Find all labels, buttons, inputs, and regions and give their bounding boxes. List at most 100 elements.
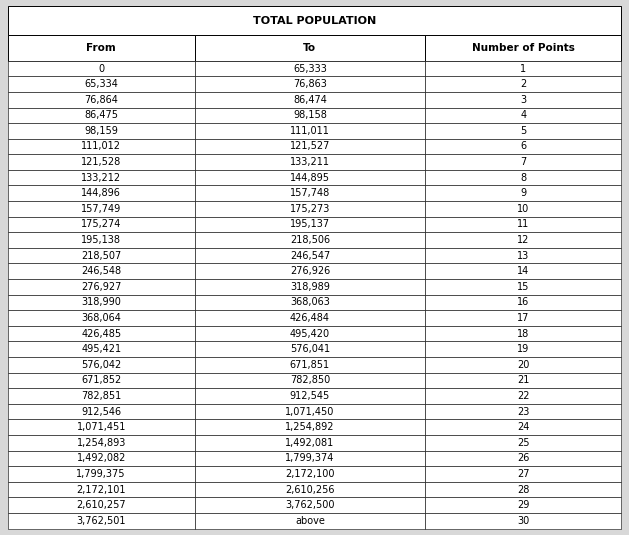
Text: 20: 20 bbox=[517, 360, 530, 370]
Bar bbox=[8, 232, 195, 248]
Bar bbox=[195, 279, 425, 295]
Text: 23: 23 bbox=[517, 407, 530, 417]
Text: 17: 17 bbox=[517, 313, 530, 323]
Bar bbox=[425, 279, 621, 295]
Bar bbox=[425, 404, 621, 419]
Bar bbox=[195, 201, 425, 217]
Text: 18: 18 bbox=[517, 328, 530, 339]
Text: 246,547: 246,547 bbox=[290, 251, 330, 261]
Bar bbox=[195, 232, 425, 248]
Text: 426,484: 426,484 bbox=[290, 313, 330, 323]
Text: 11: 11 bbox=[517, 219, 530, 230]
Bar bbox=[195, 77, 425, 92]
Bar bbox=[195, 123, 425, 139]
Text: 22: 22 bbox=[517, 391, 530, 401]
Text: To: To bbox=[303, 43, 316, 52]
Bar bbox=[195, 482, 425, 498]
Text: 782,851: 782,851 bbox=[81, 391, 121, 401]
Text: above: above bbox=[295, 516, 325, 526]
Text: 98,158: 98,158 bbox=[293, 110, 327, 120]
Text: 218,506: 218,506 bbox=[290, 235, 330, 245]
Text: 111,011: 111,011 bbox=[290, 126, 330, 136]
Bar bbox=[8, 357, 195, 373]
Text: 9: 9 bbox=[520, 188, 526, 198]
Text: 133,211: 133,211 bbox=[290, 157, 330, 167]
Text: 12: 12 bbox=[517, 235, 530, 245]
Bar bbox=[195, 498, 425, 513]
Text: 19: 19 bbox=[517, 344, 530, 354]
Text: 318,990: 318,990 bbox=[81, 297, 121, 308]
Text: 2,172,100: 2,172,100 bbox=[285, 469, 335, 479]
Bar bbox=[8, 186, 195, 201]
Text: 495,420: 495,420 bbox=[290, 328, 330, 339]
Bar bbox=[195, 513, 425, 529]
Bar bbox=[8, 466, 195, 482]
Text: 1: 1 bbox=[520, 64, 526, 73]
Bar bbox=[425, 295, 621, 310]
Bar bbox=[425, 326, 621, 341]
Bar bbox=[425, 388, 621, 404]
Bar bbox=[195, 92, 425, 108]
Text: 276,926: 276,926 bbox=[290, 266, 330, 276]
Text: 76,864: 76,864 bbox=[84, 95, 118, 105]
Text: 218,507: 218,507 bbox=[81, 251, 121, 261]
Text: 76,863: 76,863 bbox=[293, 79, 327, 89]
Text: 7: 7 bbox=[520, 157, 526, 167]
Text: 671,852: 671,852 bbox=[81, 376, 121, 385]
Text: 175,274: 175,274 bbox=[81, 219, 121, 230]
Text: 1,799,375: 1,799,375 bbox=[76, 469, 126, 479]
Text: 144,895: 144,895 bbox=[290, 173, 330, 182]
Bar bbox=[8, 435, 195, 450]
Text: 4: 4 bbox=[520, 110, 526, 120]
Bar bbox=[195, 341, 425, 357]
Bar bbox=[425, 341, 621, 357]
Bar bbox=[195, 139, 425, 154]
Bar bbox=[195, 170, 425, 186]
Bar bbox=[425, 35, 621, 61]
Bar bbox=[8, 450, 195, 466]
Text: 246,548: 246,548 bbox=[81, 266, 121, 276]
Bar bbox=[195, 263, 425, 279]
Text: 1,071,451: 1,071,451 bbox=[77, 422, 126, 432]
Text: 2: 2 bbox=[520, 79, 526, 89]
Bar bbox=[195, 108, 425, 123]
Text: 86,475: 86,475 bbox=[84, 110, 118, 120]
Text: 3,762,501: 3,762,501 bbox=[76, 516, 126, 526]
Bar bbox=[195, 388, 425, 404]
Bar bbox=[425, 92, 621, 108]
Bar bbox=[425, 513, 621, 529]
Bar bbox=[425, 201, 621, 217]
Text: 65,333: 65,333 bbox=[293, 64, 327, 73]
Text: 6: 6 bbox=[520, 141, 526, 151]
Text: 144,896: 144,896 bbox=[81, 188, 121, 198]
Bar bbox=[195, 326, 425, 341]
Text: 121,528: 121,528 bbox=[81, 157, 121, 167]
Text: 13: 13 bbox=[517, 251, 530, 261]
Text: 111,012: 111,012 bbox=[81, 141, 121, 151]
Bar bbox=[8, 419, 195, 435]
Bar bbox=[8, 388, 195, 404]
Bar bbox=[8, 279, 195, 295]
Text: 65,334: 65,334 bbox=[84, 79, 118, 89]
Text: 276,927: 276,927 bbox=[81, 282, 121, 292]
Bar bbox=[8, 92, 195, 108]
Text: 1,492,082: 1,492,082 bbox=[77, 453, 126, 463]
Text: From: From bbox=[86, 43, 116, 52]
Text: 121,527: 121,527 bbox=[290, 141, 330, 151]
Bar bbox=[425, 61, 621, 77]
Bar bbox=[8, 295, 195, 310]
Bar bbox=[425, 123, 621, 139]
Bar bbox=[8, 154, 195, 170]
Bar bbox=[425, 232, 621, 248]
Bar bbox=[195, 466, 425, 482]
Text: 175,273: 175,273 bbox=[290, 204, 330, 214]
Bar bbox=[195, 419, 425, 435]
Bar bbox=[425, 373, 621, 388]
Text: 3,762,500: 3,762,500 bbox=[285, 500, 335, 510]
Bar bbox=[8, 263, 195, 279]
Text: 27: 27 bbox=[517, 469, 530, 479]
Bar bbox=[8, 498, 195, 513]
Text: 0: 0 bbox=[98, 64, 104, 73]
Bar bbox=[8, 513, 195, 529]
Bar bbox=[195, 435, 425, 450]
